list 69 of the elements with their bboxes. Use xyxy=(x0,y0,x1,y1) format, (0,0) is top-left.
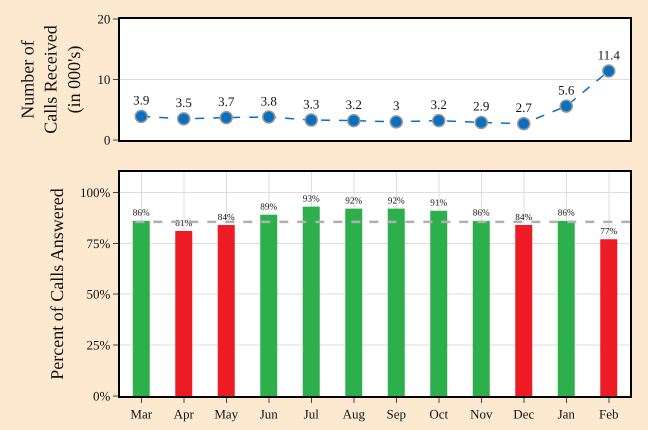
data-label: 5.6 xyxy=(558,82,575,98)
point xyxy=(220,110,233,124)
bar xyxy=(175,231,192,396)
point xyxy=(262,110,276,124)
bar xyxy=(558,220,575,396)
bar xyxy=(472,220,490,396)
data-label: 3.8 xyxy=(260,93,277,108)
data-label: 3.5 xyxy=(176,95,192,110)
point xyxy=(517,116,530,130)
data-label: 84% xyxy=(515,212,532,222)
x-tick-label: Sep xyxy=(386,406,406,422)
x-tick-label: Aug xyxy=(342,406,366,422)
x-tick-label: Apr xyxy=(174,406,195,422)
point xyxy=(602,64,616,78)
data-label: 93% xyxy=(302,193,320,204)
bar xyxy=(260,214,278,396)
data-label: 3.2 xyxy=(430,96,447,112)
point xyxy=(390,115,403,129)
data-label: 92% xyxy=(345,196,362,206)
point xyxy=(134,110,148,124)
bar xyxy=(132,220,150,396)
bar xyxy=(600,239,618,396)
y-tick-label: 25% xyxy=(86,338,111,353)
bar xyxy=(302,206,320,396)
bar xyxy=(345,208,362,396)
y-axis-title: Number of Calls Received (in 000's) xyxy=(17,25,84,134)
x-tick-label: Nov xyxy=(470,406,493,422)
bar xyxy=(218,224,235,396)
bar xyxy=(515,224,532,396)
x-tick-label: May xyxy=(214,406,239,422)
data-label: 86% xyxy=(472,208,490,218)
data-label: 3 xyxy=(393,98,400,114)
y-tick-label: 0% xyxy=(93,388,111,404)
point xyxy=(304,113,318,127)
data-label: 89% xyxy=(260,202,278,212)
y-tick-label: 100% xyxy=(80,184,111,200)
x-tick-label: Oct xyxy=(429,406,449,422)
point xyxy=(432,114,446,128)
data-label: 11.4 xyxy=(598,47,620,62)
data-label: 3.9 xyxy=(133,92,150,108)
data-label: 77% xyxy=(600,226,618,236)
y-tick-label: 75% xyxy=(86,236,111,251)
bar xyxy=(430,210,448,396)
x-tick-label: Jan xyxy=(558,406,576,422)
x-tick-label: Mar xyxy=(130,406,153,422)
y-tick-label: 20 xyxy=(97,12,110,27)
data-label: 84% xyxy=(218,212,235,222)
point xyxy=(177,112,190,126)
point xyxy=(474,116,488,130)
bar xyxy=(388,208,405,396)
data-label: 3.7 xyxy=(218,94,235,109)
x-tick-label: Feb xyxy=(599,406,618,422)
data-label: 3.2 xyxy=(346,96,362,112)
x-tick-label: Dec xyxy=(513,406,534,422)
data-label: 2.7 xyxy=(516,100,532,115)
data-label: 3.3 xyxy=(303,96,320,112)
y-tick-label: 10 xyxy=(97,72,110,88)
point xyxy=(347,114,360,128)
x-tick-label: Jul xyxy=(304,406,320,422)
data-label: 2.9 xyxy=(473,98,490,114)
point xyxy=(560,99,573,113)
y-tick-label: 0 xyxy=(104,132,110,148)
data-label: 91% xyxy=(430,198,448,208)
y-axis-title: Percent of Calls Answered xyxy=(46,188,67,380)
data-label: 86% xyxy=(132,208,150,218)
data-label: 92% xyxy=(388,196,405,206)
x-tick-label: Jun xyxy=(260,406,278,422)
y-tick-label: 50% xyxy=(86,286,111,302)
data-label: 86% xyxy=(558,208,575,218)
